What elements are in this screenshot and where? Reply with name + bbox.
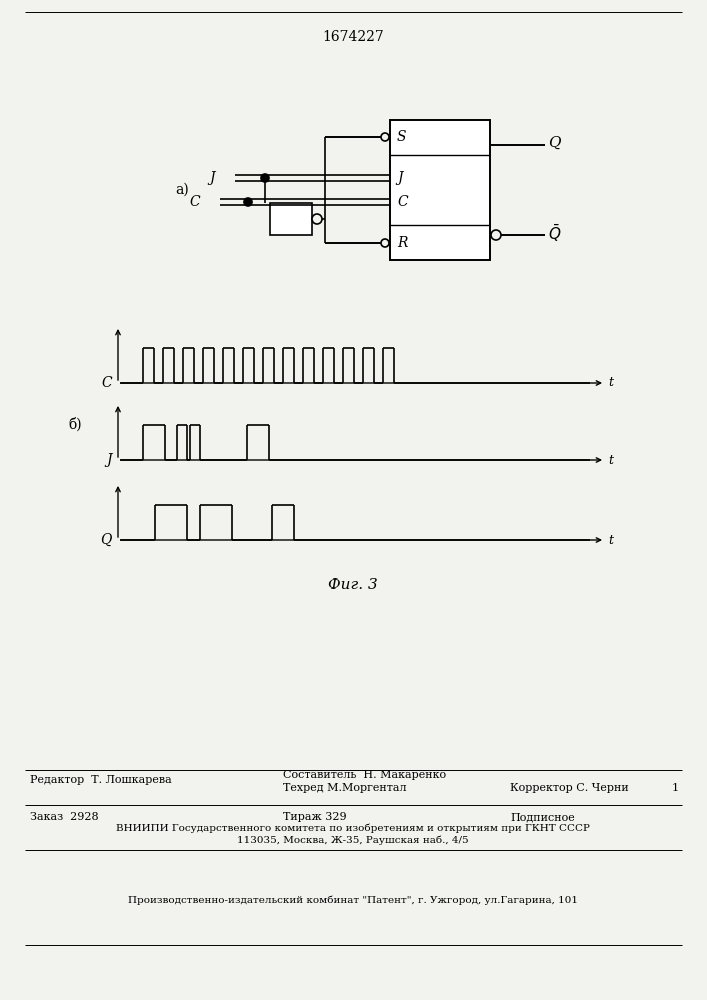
Circle shape (244, 198, 252, 206)
Text: Техред М.Моргентал: Техред М.Моргентал (283, 783, 407, 793)
Text: Заказ  2928: Заказ 2928 (30, 812, 98, 822)
Text: 113035, Москва, Ж-35, Раушская наб., 4/5: 113035, Москва, Ж-35, Раушская наб., 4/5 (237, 835, 469, 845)
Text: C: C (397, 195, 408, 209)
Circle shape (261, 174, 269, 182)
Text: t: t (608, 454, 613, 466)
Text: Корректор С. Черни: Корректор С. Черни (510, 783, 629, 793)
Text: Составитель  Н. Макаренко: Составитель Н. Макаренко (283, 770, 446, 780)
Circle shape (381, 239, 389, 247)
Text: R: R (397, 236, 407, 250)
Circle shape (491, 230, 501, 240)
Text: Q: Q (548, 136, 561, 150)
Text: б): б) (68, 418, 81, 432)
Text: S: S (397, 130, 407, 144)
Text: ВНИИПИ Государственного комитета по изобретениям и открытиям при ГКНТ СССР: ВНИИПИ Государственного комитета по изоб… (116, 823, 590, 833)
Bar (270, 203, 312, 235)
Text: C: C (189, 195, 200, 209)
Text: Фиг. 3: Фиг. 3 (328, 578, 378, 592)
Text: 1: 1 (672, 783, 679, 793)
Circle shape (312, 214, 322, 224)
Circle shape (381, 133, 389, 141)
Text: 1674227: 1674227 (322, 30, 384, 44)
Text: t: t (608, 376, 613, 389)
Text: Подписное: Подписное (510, 812, 575, 822)
Text: Q: Q (100, 533, 112, 547)
Text: J: J (106, 453, 112, 467)
Text: Производственно-издательский комбинат "Патент", г. Ужгород, ул.Гагарина, 101: Производственно-издательский комбинат "П… (128, 895, 578, 905)
Text: Тираж 329: Тираж 329 (283, 812, 346, 822)
Text: C: C (101, 376, 112, 390)
Bar (390, 120, 490, 260)
Text: $\bar{Q}$: $\bar{Q}$ (548, 222, 561, 244)
Text: t: t (608, 534, 613, 546)
Text: a): a) (175, 183, 189, 197)
Text: J: J (209, 171, 215, 185)
Text: J: J (397, 171, 402, 185)
Text: Редактор  Т. Лошкарева: Редактор Т. Лошкарева (30, 775, 172, 785)
